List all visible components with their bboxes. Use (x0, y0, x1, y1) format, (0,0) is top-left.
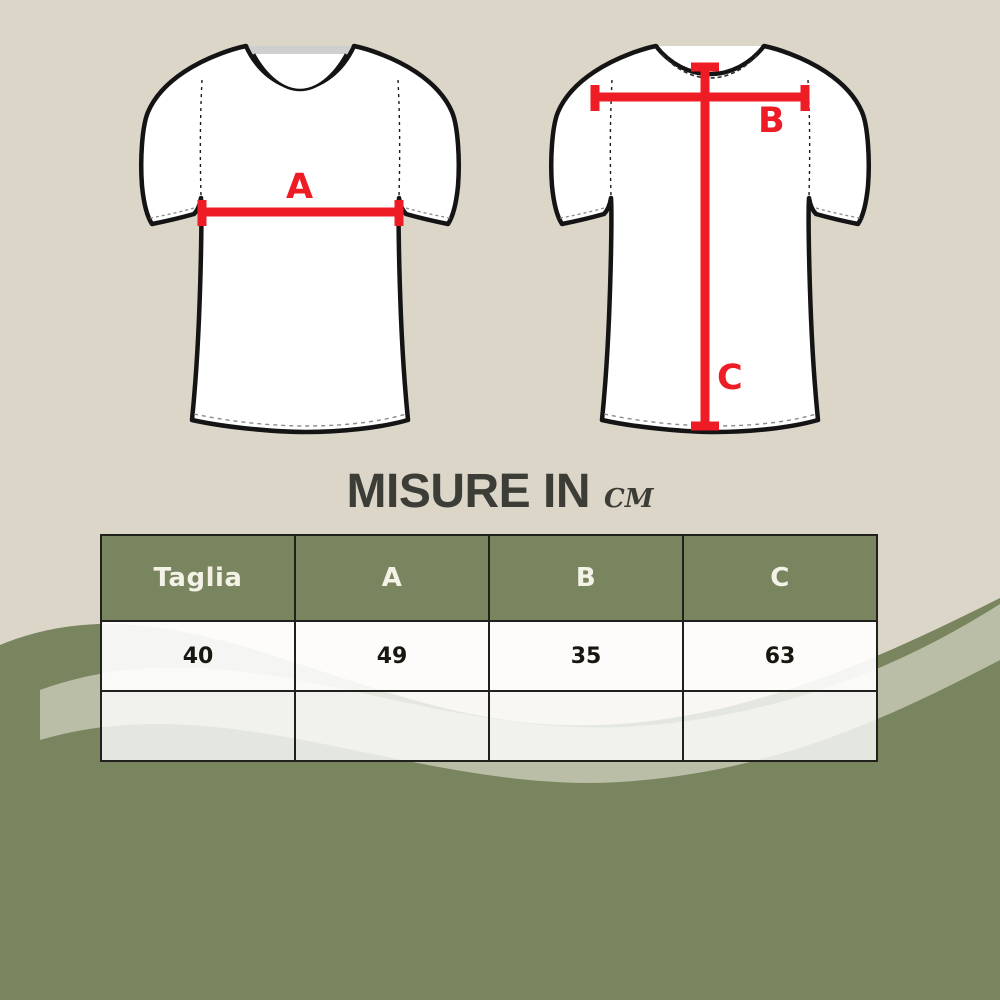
shirt-body-outline (139, 43, 461, 435)
size-table-head: Taglia A B C (100, 534, 878, 622)
size-table: Taglia A B C 40 49 35 63 (100, 534, 878, 762)
measure-line-a (197, 200, 404, 226)
right-seam-line (397, 79, 401, 197)
measure-line-b (590, 85, 810, 111)
measure-label-a: A (286, 167, 314, 207)
chart-title: MISURE IN cm (0, 464, 1000, 519)
measure-line-c (691, 62, 719, 431)
cell-taglia: 40 (100, 620, 296, 692)
t-shirt-back-svg (549, 43, 871, 435)
chart-title-unit: cm (604, 472, 654, 516)
table-row: 40 49 35 63 (100, 620, 878, 692)
chart-title-main: MISURE IN (346, 465, 591, 518)
shirt-body-outline (549, 43, 871, 435)
t-shirt-front-svg (139, 43, 461, 435)
column-header-a: A (294, 534, 490, 622)
back-neckline (654, 44, 766, 77)
size-table-body: 40 49 35 63 (100, 620, 878, 762)
cell-b (488, 690, 684, 762)
column-header-b: B (488, 534, 684, 622)
cell-c: 63 (682, 620, 878, 692)
left-seam-line (609, 79, 613, 197)
measure-label-c: C (717, 358, 743, 398)
column-header-c: C (682, 534, 878, 622)
cell-taglia (100, 690, 296, 762)
cell-a (294, 690, 490, 762)
t-shirt-front-illustration (128, 28, 468, 448)
left-seam-line (199, 79, 203, 197)
table-header-row: Taglia A B C (100, 534, 878, 622)
cell-b: 35 (488, 620, 684, 692)
cell-a: 49 (294, 620, 490, 692)
back-neck-stitch (661, 53, 759, 79)
hem-stitch-line (193, 413, 407, 427)
measure-label-b: B (758, 101, 785, 141)
cell-c (682, 690, 878, 762)
collar-inner (252, 53, 348, 92)
column-header-taglia: Taglia (100, 534, 296, 622)
table-row (100, 690, 878, 762)
right-seam-line (807, 79, 811, 197)
t-shirt-back-illustration (538, 28, 878, 448)
